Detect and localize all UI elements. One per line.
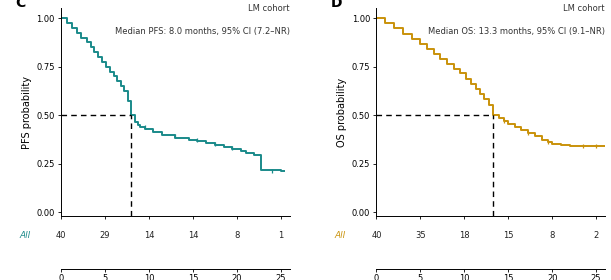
- Text: All: All: [334, 231, 346, 240]
- Text: All: All: [19, 231, 31, 240]
- Text: 18: 18: [459, 231, 470, 240]
- Text: C: C: [15, 0, 26, 10]
- Text: LM cohort: LM cohort: [563, 4, 605, 13]
- Text: 29: 29: [100, 231, 111, 240]
- Text: 2: 2: [593, 231, 599, 240]
- Text: D: D: [331, 0, 342, 10]
- Text: 14: 14: [188, 231, 198, 240]
- Text: 40: 40: [56, 231, 67, 240]
- Text: 14: 14: [144, 231, 154, 240]
- Text: 35: 35: [415, 231, 426, 240]
- Text: Median OS: 13.3 months, 95% CI (9.1–NR): Median OS: 13.3 months, 95% CI (9.1–NR): [428, 27, 605, 36]
- Text: 8: 8: [234, 231, 240, 240]
- Text: LM cohort: LM cohort: [248, 4, 290, 13]
- Text: 40: 40: [371, 231, 382, 240]
- Text: 15: 15: [503, 231, 513, 240]
- Y-axis label: PFS probability: PFS probability: [22, 76, 32, 149]
- Text: 8: 8: [549, 231, 555, 240]
- Y-axis label: OS probability: OS probability: [337, 78, 348, 147]
- Text: Median PFS: 8.0 months, 95% CI (7.2–NR): Median PFS: 8.0 months, 95% CI (7.2–NR): [115, 27, 290, 36]
- Text: 1: 1: [278, 231, 284, 240]
